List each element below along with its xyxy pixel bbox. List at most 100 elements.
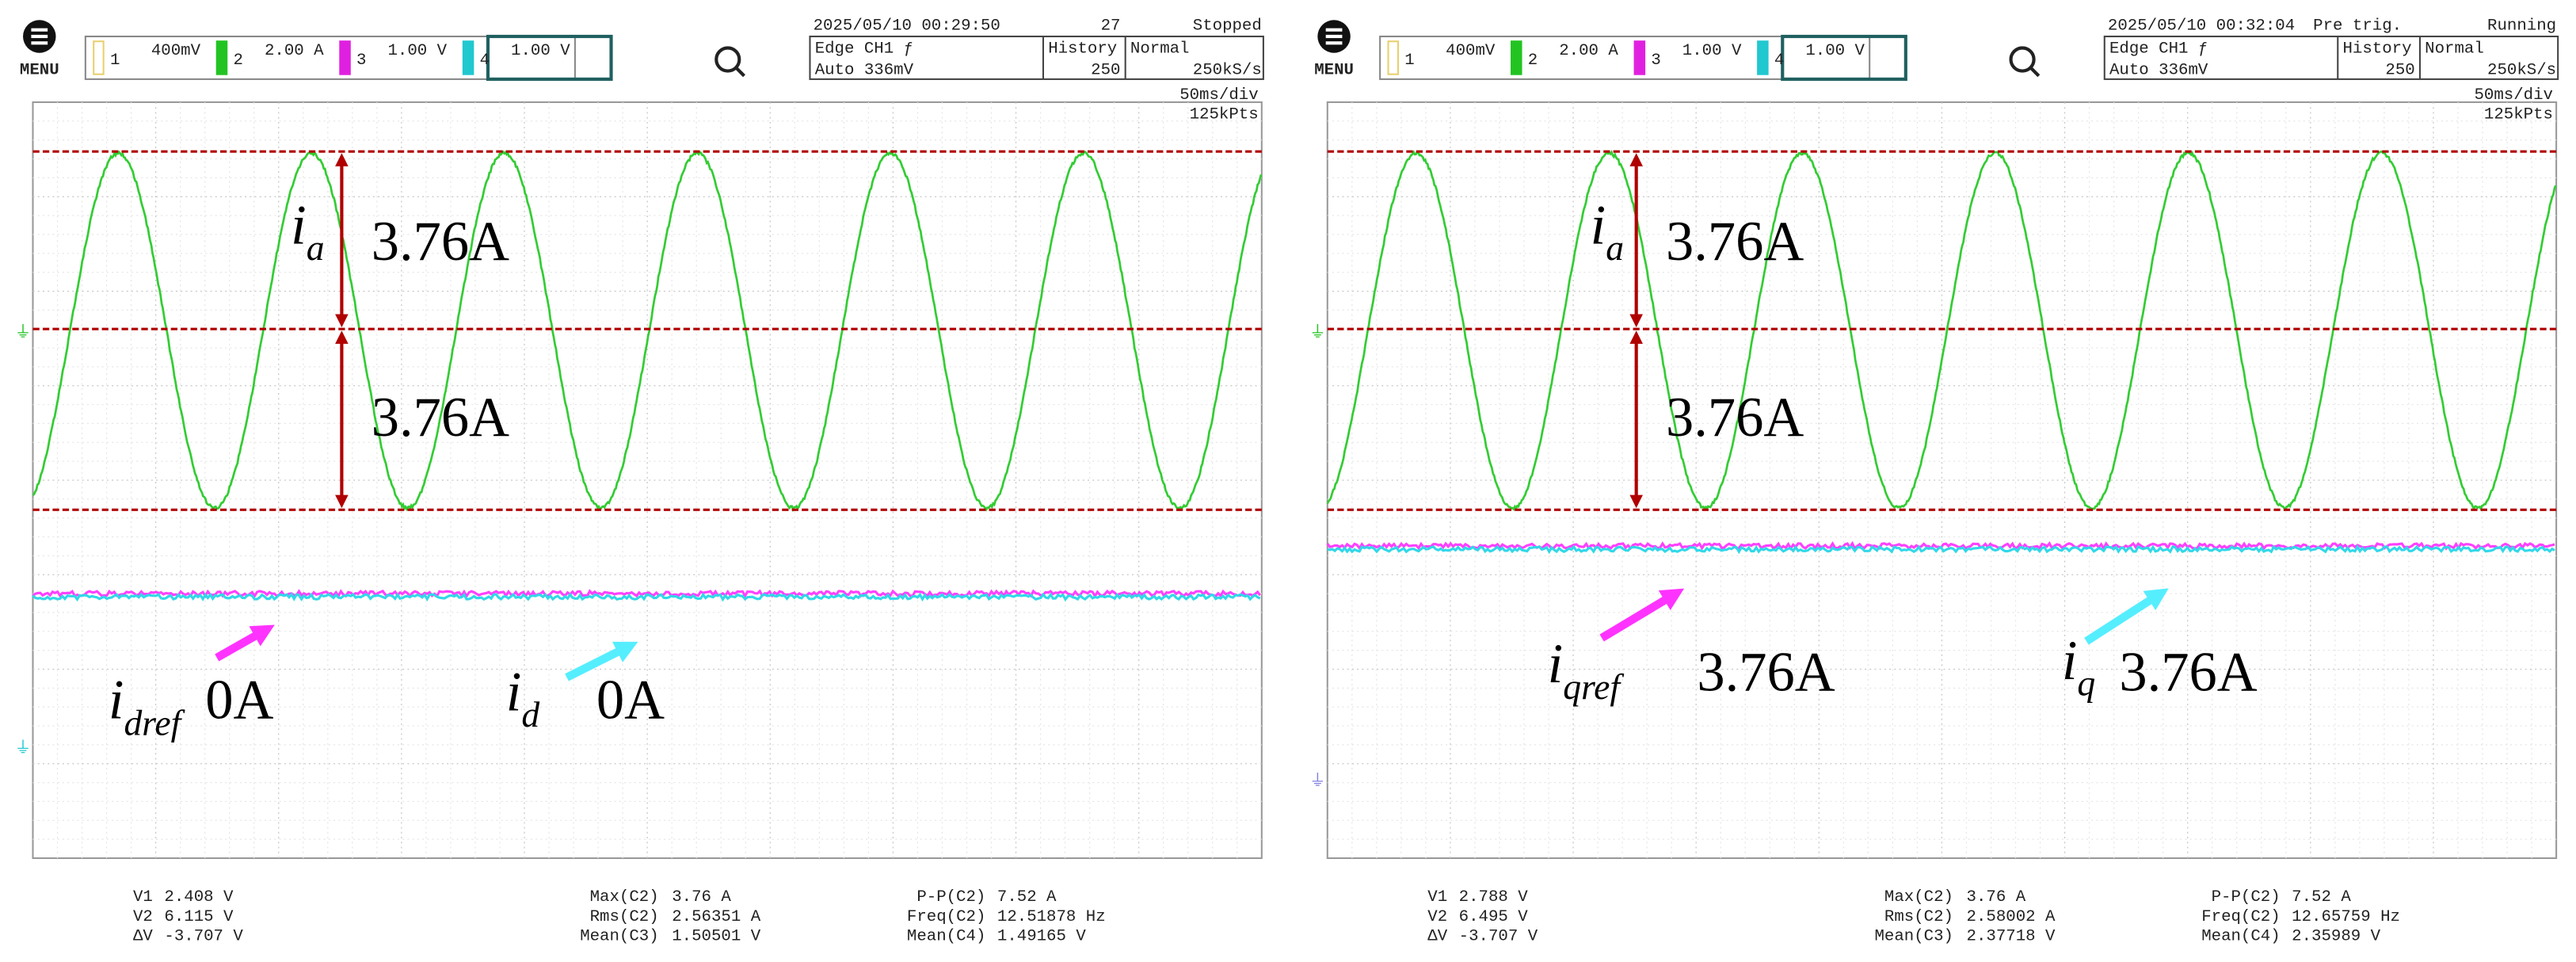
measurement-label: Max(C2) [1884,888,1953,907]
status-note: 27 [1101,17,1121,36]
channel-number: 3 [356,52,366,70]
measurement-label: Rms(C2) [590,908,659,926]
measurement-value: 2.408 V [164,888,234,907]
channel-color [1511,41,1521,74]
channel-scale: 1.00 V [511,42,570,60]
points: 125kPts [2484,106,2553,124]
measurement-label: V1 [1427,888,1447,907]
ch2-marker: ⏚ [1309,324,1326,342]
measurement-value: 1.49165 V [997,928,1086,946]
measurement-label: Mean(C4) [2201,928,2280,946]
measurement-value: 3.76 A [672,888,731,907]
measurement-label: Mean(C4) [907,928,985,946]
subscript: qref [1563,666,1624,707]
timestamp: 2025/05/10 00:29:50 [814,17,1000,36]
channel-number: 4 [1774,52,1784,70]
measurement-label: P-P(C2) [916,888,985,907]
history-label: History [1048,40,1117,59]
zoom-icon [716,48,739,71]
measurement-value: 6.115 V [164,908,234,926]
measurement-label: Rms(C2) [1884,908,1953,926]
measurement-label: V2 [1427,908,1447,926]
measurement-value: 2.58002 A [1967,908,2056,926]
channel-color [93,41,103,74]
timebase: 50ms/div [1179,86,1258,105]
subscript: q [2077,663,2095,704]
timestamp: 2025/05/10 00:32:04 [2108,17,2295,36]
measurement-value: 12.65759 Hz [2292,908,2400,926]
zoom-icon [2011,48,2034,71]
measurement-value: 1.50501 V [672,928,760,946]
page: {"panels": [ {"menu": "MENU", "channels"… [0,0,2576,962]
annotation-value: 3.76A [2119,641,2257,703]
subscript: a [1606,227,1624,268]
channel-number: 3 [1651,52,1660,70]
subscript: dref [124,702,185,742]
annotation-value: 3.76A [1666,211,1804,273]
trigger-level: Auto 336mV [815,62,914,80]
menu-icon-bar [1326,35,1343,38]
measurement-label: Mean(C3) [1874,928,1953,946]
channel-scale: 1.00 V [388,42,448,60]
symbol: i [291,194,307,256]
symbol: i [109,670,124,731]
zoom-icon [736,67,744,75]
channel-color [463,41,473,74]
channel-scale: 1.00 V [1682,42,1742,60]
trigger: Edge CH1 ƒ [2109,40,2208,59]
measurement-label: Max(C2) [590,888,659,907]
measurement-value: 7.52 A [997,888,1057,907]
measurement-value: 2.56351 A [672,908,760,926]
menu-icon-bar [31,41,48,44]
channel-scale: 400mV [1446,42,1496,60]
measurement-value: 7.52 A [2292,888,2351,907]
measurement-value: 2.37718 V [1967,928,2056,946]
symbol: i [1548,633,1564,695]
annotation-value: 3.76A [372,211,509,273]
zoom-icon [2030,67,2038,75]
channel-number: 1 [1404,52,1414,70]
menu-icon-bar [31,29,48,32]
symbol: i [2062,630,2078,692]
menu-button[interactable]: MENU [20,20,59,79]
annotation-value: 3.76A [372,387,509,449]
rate: 250kS/s [2487,62,2556,80]
subscript: d [521,694,539,735]
channel-scale: 1.00 V [1805,42,1865,60]
history: 250 [2385,62,2414,80]
measurement-value: 12.51878 Hz [997,908,1106,926]
symbol: i [506,661,522,723]
menu-button[interactable]: MENU [1314,20,1354,79]
status: Running [2487,17,2556,36]
measurement-label: ΔV [133,928,153,946]
history: 250 [1091,62,1120,80]
annotation-value: 3.76A [1666,387,1804,449]
measurement-label: V2 [133,908,153,926]
menu-icon-bar [1326,29,1343,32]
mode: Normal [2425,40,2484,59]
channel-color [340,41,349,74]
status-note: Pre trig. [2313,17,2402,36]
measurement-value: 2.35989 V [2292,928,2380,946]
menu-icon-bar [31,35,48,38]
measurement-label: Freq(C2) [907,908,985,926]
channel-number: 2 [1528,52,1538,70]
screenshot: MENU 1 400mV 2 2.00 A 3 1.00 V 4 1.00 V 2025/05/1… [0,0,2576,962]
mode: Normal [1130,40,1190,59]
measurement-value: 3.76 A [1967,888,2026,907]
scope-panel: MENU 1 400mV 2 2.00 A 3 1.00 V 4 1.00 V 2025/05/1… [15,17,1263,946]
measurement-value: 2.788 V [1459,888,1529,907]
measurement-value: -3.707 V [1459,928,1538,946]
points: 125kPts [1190,106,1259,124]
trigger: Edge CH1 ƒ [815,40,913,59]
timebase: 50ms/div [2474,86,2552,105]
menu-icon-bar [1326,41,1343,44]
status: Stopped [1193,17,1262,36]
channel-color [1389,41,1398,74]
annotation-value: 3.76A [1697,641,1835,703]
channel-scale: 2.00 A [265,42,324,60]
measurement-label: ΔV [1427,928,1447,946]
ch2-marker: ⏚ [15,324,32,342]
subscript: a [307,227,325,268]
channel-number: 2 [234,52,243,70]
